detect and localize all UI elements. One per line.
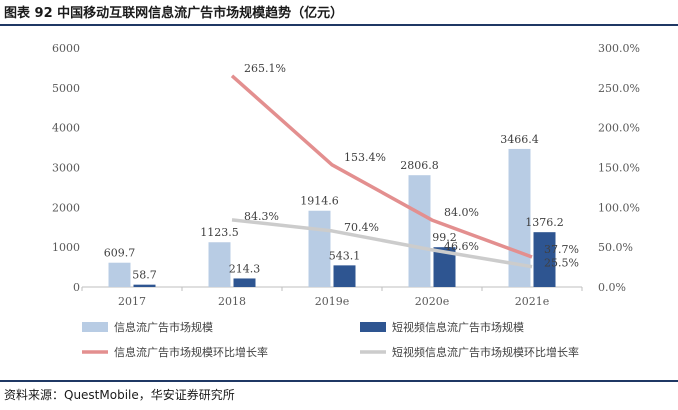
y-left-tick-label: 5000 [52,82,80,95]
bar-total [408,175,431,287]
footer-divider [0,380,678,382]
figure-title: 图表 92 中国移动互联网信息流广告市场规模趋势（亿元） [4,6,344,21]
line-total-growth [230,74,533,259]
bar-data-label: 2806.8 [400,159,439,172]
y-right-tick-label: 50.0% [598,241,633,254]
bar-total [108,262,131,287]
y-left-tick-label: 3000 [52,162,80,175]
source-note: 资料来源：QuestMobile，华安证券研究所 [4,388,235,402]
bar-short-video [133,284,156,287]
bar-data-label: 3466.4 [500,133,539,146]
line-data-label: 84.0% [444,206,479,219]
line-data-label: 84.3% [244,210,279,223]
legend-label: 短视频信息流广告市场规模 [392,320,524,334]
x-tick-label: 2020e [415,295,450,308]
y-right-tick-label: 300.0% [598,42,640,55]
bar-data-label: 214.3 [229,262,261,275]
line-data-label: 46.6% [444,240,479,253]
bar-data-label: 1123.5 [200,226,239,239]
y-right-tick-label: 150.0% [598,162,640,175]
y-left-tick-label: 2000 [52,201,80,214]
line-data-label: 37.7% [544,243,579,256]
line-short-video-growth [231,218,533,269]
x-tick-label: 2019e [315,295,350,308]
y-right-tick-label: 0.0% [598,281,626,294]
y-left-tick-label: 6000 [52,42,80,55]
x-tick-label: 2018 [218,295,246,308]
bar-data-label: 1914.6 [300,195,339,208]
x-tick-label: 2021e [515,295,550,308]
bar-total [208,242,231,287]
x-tick-label: 2017 [118,295,146,308]
y-left-tick-label: 1000 [52,241,80,254]
legend-label: 短视频信息流广告市场规模环比增长率 [392,345,579,359]
y-right-tick-label: 100.0% [598,201,640,214]
line-data-label: 70.4% [344,221,379,234]
legend-swatch [360,322,386,332]
bar-data-label: 1376.2 [525,216,564,229]
y-left-tick-label: 0 [73,281,80,294]
line-data-label: 25.5% [544,257,579,270]
bar-data-label: 543.1 [329,249,361,262]
chart: 0 1000 2000 3000 4000 5000 6000 0.0% 50.0% 100.0%… [52,42,640,359]
bar-total [308,210,331,287]
y-right-tick-label: 200.0% [598,122,640,135]
title-divider [0,24,678,26]
bar-short-video [533,232,556,287]
bar-short-video [233,278,256,287]
line-data-label: 153.4% [344,151,386,164]
bar-data-label: 58.7 [132,269,157,282]
legend-label: 信息流广告市场规模 [114,320,213,334]
bar-short-video [433,247,456,287]
bar-data-label: 609.7 [104,247,136,260]
legend-label: 信息流广告市场规模环比增长率 [114,345,268,359]
line-data-label: 265.1% [244,62,286,75]
bar-short-video [333,265,356,287]
y-right-tick-label: 250.0% [598,82,640,95]
legend-swatch [82,322,108,332]
bar-total [508,148,531,287]
y-left-tick-label: 4000 [52,122,80,135]
bar-data-label: 99.2 [432,231,457,244]
